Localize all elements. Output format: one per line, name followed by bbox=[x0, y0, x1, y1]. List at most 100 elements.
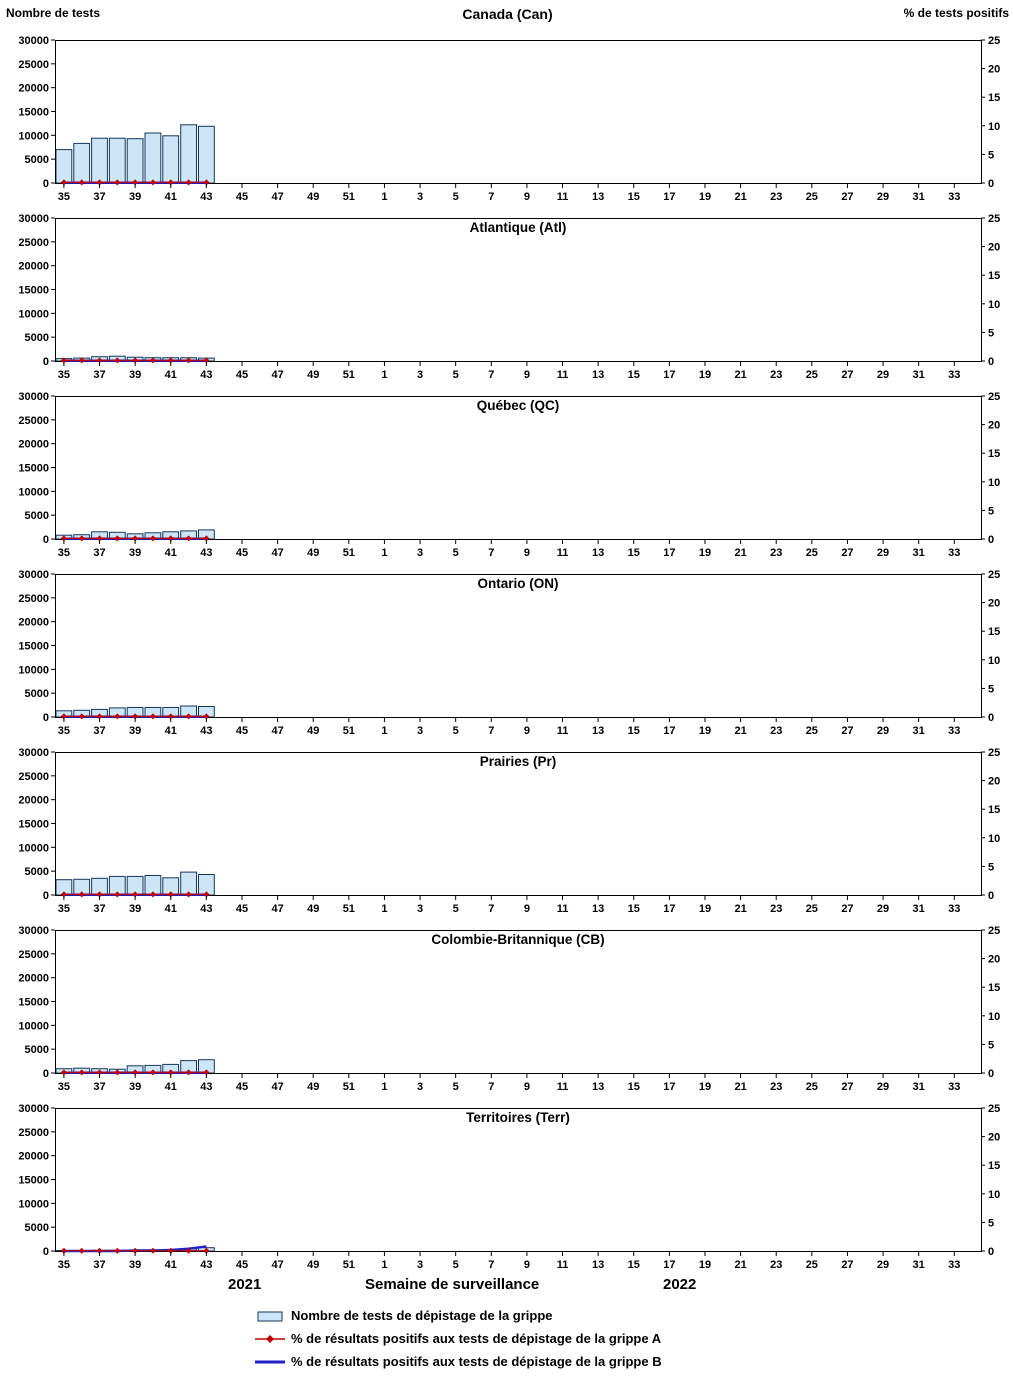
week-tick-label: 49 bbox=[307, 369, 319, 381]
left-axis: 0 5000 10000 15000 20000 25000 30000 bbox=[18, 391, 55, 546]
diamond-marker bbox=[167, 891, 174, 898]
plot-frame bbox=[55, 752, 982, 896]
diamond-marker bbox=[185, 179, 192, 186]
diamond-marker bbox=[149, 1247, 156, 1254]
left-axis-tick-label: 20000 bbox=[18, 261, 49, 273]
week-tick-label: 17 bbox=[663, 903, 675, 915]
week-tick-label: 5 bbox=[453, 547, 459, 559]
left-axis: 0 5000 10000 15000 20000 25000 30000 bbox=[18, 925, 55, 1080]
week-tick-label: 7 bbox=[488, 547, 494, 559]
right-axis-tick-label: 5 bbox=[988, 683, 994, 695]
week-tick-label: 49 bbox=[307, 1081, 319, 1093]
week-tick-label: 23 bbox=[770, 191, 782, 203]
right-axis-tick-label: 5 bbox=[988, 861, 994, 873]
week-tick-label: 11 bbox=[557, 369, 569, 381]
week-tick-label: 9 bbox=[524, 547, 530, 559]
panel-chart: 0500010000150002000025000300000510152025… bbox=[18, 213, 1000, 381]
week-tick-label: 43 bbox=[200, 547, 212, 559]
diamond-marker bbox=[203, 1069, 210, 1076]
bar bbox=[126, 138, 144, 184]
panel-title: Colombie-Britannique (CB) bbox=[431, 932, 604, 947]
diamond-marker bbox=[78, 357, 85, 364]
left-axis-tick-label: 30000 bbox=[18, 391, 49, 403]
x-axis: 35 37 39 41 43 45 47 49 51 1 3 5 7 9 11 13 15 17 19 21 23 25 2… bbox=[58, 540, 960, 559]
right-axis-tick-label: 10 bbox=[988, 1189, 1000, 1201]
right-axis: 0 5 10 15 20 25 bbox=[981, 391, 1000, 546]
panel-ontario-on: 0 5000 10000 15000 20000 25000 30000 0 5 10 15 20 25… bbox=[0, 562, 1013, 740]
diamond-marker bbox=[149, 357, 156, 364]
panel-territoires-terr: 0 5000 10000 15000 20000 25000 30000 0 5 10 15 20 25… bbox=[0, 1096, 1013, 1274]
right-axis: 0 5 10 15 20 25 bbox=[981, 569, 1000, 724]
diamond-marker bbox=[185, 713, 192, 720]
right-axis-tick-label: 15 bbox=[988, 92, 1000, 104]
plot-frame bbox=[55, 218, 982, 362]
diamond-marker bbox=[149, 535, 156, 542]
left-axis-tick-label: 10000 bbox=[18, 1020, 49, 1032]
left-axis-tick-label: 15000 bbox=[18, 107, 49, 119]
left-axis-tick-label: 10000 bbox=[18, 130, 49, 142]
bar bbox=[73, 142, 91, 184]
week-tick-label: 17 bbox=[663, 1081, 675, 1093]
panel-prairies-pr: 0 5000 10000 15000 20000 25000 30000 0 5 10 15 20 25… bbox=[0, 740, 1013, 918]
week-tick-label: 27 bbox=[841, 547, 853, 559]
week-tick-label: 45 bbox=[236, 1259, 248, 1271]
x-axis: 35 37 39 41 43 45 47 49 51 1 3 5 7 9 11 13 15 17 19 21 23 25 2… bbox=[58, 1252, 960, 1271]
week-tick-label: 21 bbox=[734, 1259, 746, 1271]
week-tick-label: 5 bbox=[453, 1081, 459, 1093]
test-count-bars bbox=[55, 871, 215, 896]
week-tick-label: 7 bbox=[488, 903, 494, 915]
panel-atlantique-atl: 0 5000 10000 15000 20000 25000 30000 0 5 10 15 20 25… bbox=[0, 206, 1013, 384]
week-tick-label: 37 bbox=[93, 547, 105, 559]
panel-title: Atlantique (Atl) bbox=[470, 220, 567, 235]
left-axis-tick-label: 5000 bbox=[25, 510, 49, 522]
plot-frame bbox=[55, 40, 982, 184]
week-tick-label: 17 bbox=[663, 725, 675, 737]
week-tick-label: 41 bbox=[165, 903, 177, 915]
left-axis: 0 5000 10000 15000 20000 25000 30000 bbox=[18, 1103, 55, 1258]
panel-chart: 0500010000150002000025000300000510152025… bbox=[18, 391, 1000, 559]
x-axis: 35 37 39 41 43 45 47 49 51 1 3 5 7 9 11 13 15 17 19 21 23 25 2… bbox=[58, 184, 960, 203]
left-axis-tick-label: 30000 bbox=[18, 747, 49, 759]
plot-frame bbox=[55, 396, 982, 540]
week-tick-label: 31 bbox=[913, 191, 925, 203]
week-tick-label: 23 bbox=[770, 369, 782, 381]
left-axis-tick-label: 5000 bbox=[25, 866, 49, 878]
week-tick-label: 17 bbox=[663, 191, 675, 203]
right-axis-title: % de tests positifs bbox=[903, 6, 1009, 20]
diamond-marker bbox=[96, 891, 103, 898]
x-axis: 35 37 39 41 43 45 47 49 51 1 3 5 7 9 11 13 15 17 19 21 23 25 2… bbox=[58, 718, 960, 737]
diamond-marker bbox=[78, 891, 85, 898]
week-tick-label: 27 bbox=[841, 725, 853, 737]
week-tick-label: 47 bbox=[271, 547, 283, 559]
week-tick-label: 31 bbox=[913, 903, 925, 915]
diamond-marker bbox=[60, 357, 67, 364]
diamond-marker bbox=[78, 179, 85, 186]
week-tick-label: 41 bbox=[165, 547, 177, 559]
diamond-marker bbox=[132, 179, 139, 186]
left-axis-tick-label: 0 bbox=[43, 712, 49, 724]
week-tick-label: 21 bbox=[734, 547, 746, 559]
diamond-marker bbox=[167, 1069, 174, 1076]
week-tick-label: 17 bbox=[663, 547, 675, 559]
week-tick-label: 19 bbox=[699, 1259, 711, 1271]
left-axis-tick-label: 20000 bbox=[18, 1151, 49, 1163]
week-tick-label: 39 bbox=[129, 1259, 141, 1271]
left-axis: 0 5000 10000 15000 20000 25000 30000 bbox=[18, 747, 55, 902]
week-tick-label: 7 bbox=[488, 191, 494, 203]
diamond-marker bbox=[78, 1247, 85, 1254]
diamond-marker bbox=[149, 1069, 156, 1076]
week-tick-label: 7 bbox=[488, 1081, 494, 1093]
left-axis-tick-label: 15000 bbox=[18, 463, 49, 475]
diamond-marker bbox=[60, 713, 67, 720]
week-tick-label: 25 bbox=[806, 547, 818, 559]
week-tick-label: 23 bbox=[770, 1259, 782, 1271]
diamond-marker bbox=[185, 1247, 192, 1254]
plot-frame bbox=[55, 1108, 982, 1252]
diamond-marker bbox=[132, 535, 139, 542]
right-axis: 0 5 10 15 20 25 bbox=[981, 35, 1000, 190]
legend: Nombre de tests de dépistage de la gripp… bbox=[253, 1304, 1013, 1373]
week-tick-label: 13 bbox=[592, 1081, 604, 1093]
left-axis-tick-label: 15000 bbox=[18, 997, 49, 1009]
left-axis-tick-label: 5000 bbox=[25, 332, 49, 344]
